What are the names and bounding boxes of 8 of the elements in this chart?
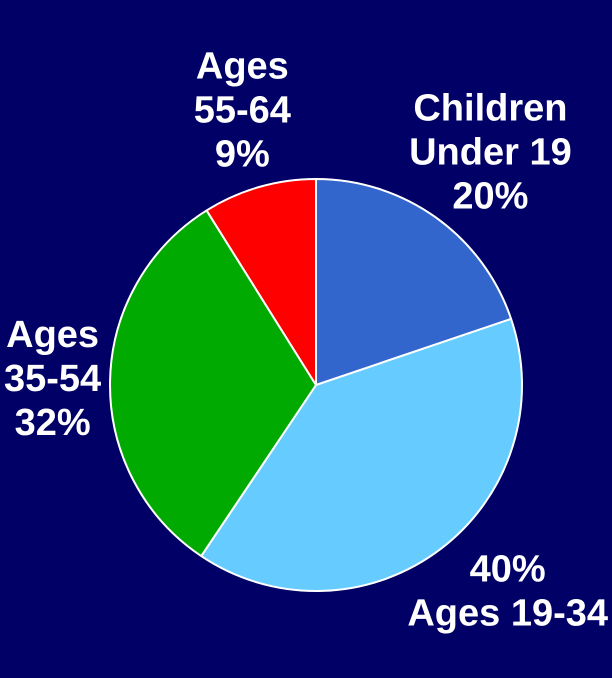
data-label: 9% [214,134,270,176]
data-label: 20% [452,176,528,218]
slice-label: Ages 55-64 [194,46,291,132]
slice-label: Children Under 19 [409,88,572,174]
slice-label: Ages 19-34 [407,592,608,635]
data-label: 40% [470,548,546,591]
data-label: 32% [14,402,91,444]
slice-label: Ages 35-54 [4,314,102,400]
